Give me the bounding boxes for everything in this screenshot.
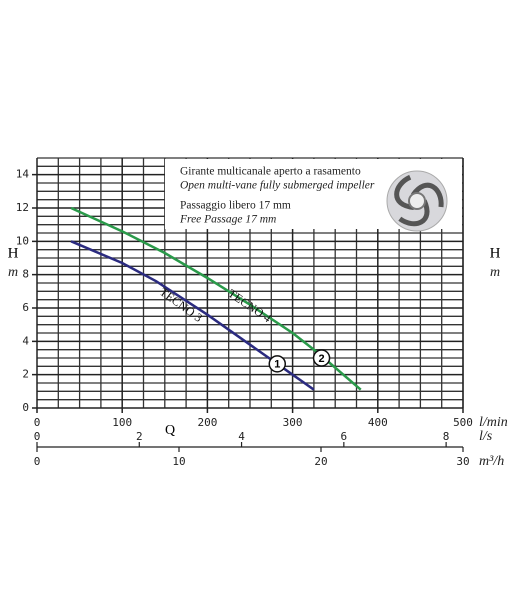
- x-tick-label: 500: [453, 416, 473, 429]
- x-tick-label: 300: [283, 416, 303, 429]
- secondary-tick-label: 6: [341, 430, 348, 443]
- x-tick-label: 400: [368, 416, 388, 429]
- y-tick-label: 6: [22, 301, 29, 314]
- impeller-hub: [408, 192, 426, 210]
- x-label: Q: [165, 423, 175, 438]
- info-text: Girante multicanale aperto a rasamento: [180, 166, 361, 178]
- secondary-tick-label: 4: [238, 430, 245, 443]
- y-tick-label: 12: [16, 201, 29, 214]
- info-text: Open multi-vane fully submerged impeller: [180, 180, 375, 192]
- secondary-unit: m³/h: [479, 454, 504, 469]
- y-tick-label: 14: [16, 168, 30, 181]
- x-tick-label: 200: [197, 416, 217, 429]
- y-tick-label: 8: [22, 268, 29, 281]
- y-unit-right: m: [490, 265, 500, 280]
- impeller-vane: [398, 199, 430, 227]
- y-tick-label: 4: [22, 334, 29, 347]
- secondary-tick-label: 30: [456, 455, 469, 468]
- x-tick-label: 0: [34, 416, 41, 429]
- y-label-right: H: [490, 245, 501, 261]
- x-unit: l/min: [479, 415, 508, 430]
- y-label: H: [8, 245, 19, 261]
- curve-marker: [268, 355, 287, 373]
- impeller-vane: [394, 174, 415, 210]
- info-text: Passaggio libero 17 mm: [180, 200, 291, 212]
- secondary-tick-label: 0: [34, 455, 41, 468]
- y-tick-label: 2: [22, 368, 29, 381]
- impeller-icon: [386, 170, 448, 232]
- secondary-tick-label: 20: [314, 455, 327, 468]
- curve-marker-label: 2: [319, 353, 325, 365]
- info-text: Free Passage 17 mm: [179, 214, 276, 226]
- curve-marker: [312, 349, 331, 367]
- secondary-tick-label: 0: [34, 430, 41, 443]
- curve: [70, 206, 362, 391]
- x-tick-label: 100: [112, 416, 132, 429]
- curve-marker-label: 1: [274, 359, 280, 371]
- curve: [70, 240, 315, 391]
- secondary-unit: l/s: [479, 429, 493, 444]
- y-tick-label: 10: [16, 234, 29, 247]
- y-tick-label: 0: [22, 401, 29, 414]
- y-unit: m: [8, 265, 18, 280]
- secondary-tick-label: 8: [443, 430, 450, 443]
- impeller-vane: [410, 182, 444, 208]
- secondary-tick-label: 2: [136, 430, 143, 443]
- secondary-tick-label: 10: [172, 455, 185, 468]
